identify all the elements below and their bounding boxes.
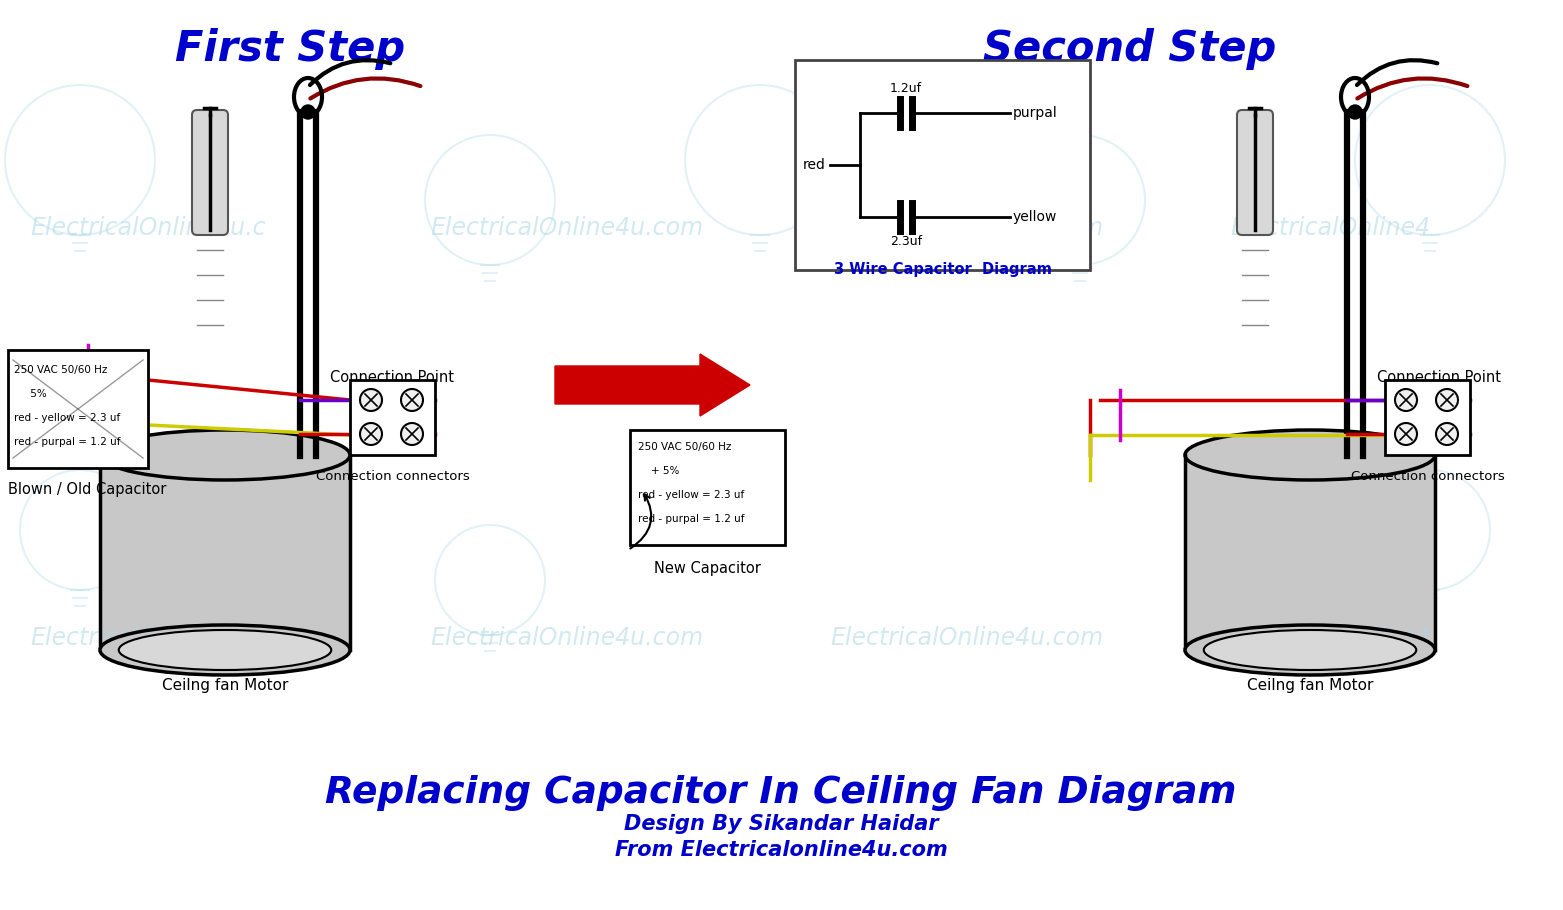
Text: red - yellow = 2.3 uf: red - yellow = 2.3 uf	[638, 490, 744, 500]
Text: ElectricalOnline4u.com: ElectricalOnline4u.com	[830, 626, 1103, 650]
Text: 1.2uf: 1.2uf	[889, 82, 922, 95]
FancyBboxPatch shape	[350, 380, 435, 455]
Text: Blown / Old Capacitor: Blown / Old Capacitor	[8, 482, 166, 497]
FancyBboxPatch shape	[796, 60, 1089, 270]
Ellipse shape	[1185, 430, 1435, 480]
Circle shape	[1436, 423, 1458, 445]
FancyBboxPatch shape	[192, 110, 228, 235]
Text: Second Step: Second Step	[983, 28, 1277, 70]
Bar	[630, 430, 785, 545]
Text: red - purpal = 1.2 uf: red - purpal = 1.2 uf	[14, 437, 120, 447]
Text: Design By Sikandar Haidar: Design By Sikandar Haidar	[624, 814, 938, 834]
Text: Replacing Capacitor In Ceiling Fan Diagram: Replacing Capacitor In Ceiling Fan Diagr…	[325, 775, 1236, 811]
Text: red - purpal = 1.2 uf: red - purpal = 1.2 uf	[638, 514, 744, 524]
Text: 3 Wire Capacitor  Diagram: 3 Wire Capacitor Diagram	[833, 262, 1052, 277]
Ellipse shape	[100, 430, 350, 480]
Text: ElectricalOnline4u.com: ElectricalOnline4u.com	[430, 626, 703, 650]
Text: Ceilng fan Motor: Ceilng fan Motor	[1247, 678, 1374, 693]
Text: Connection connectors: Connection connectors	[316, 470, 469, 483]
Bar	[8, 350, 148, 468]
Ellipse shape	[1185, 625, 1435, 675]
Text: Connection Point: Connection Point	[330, 370, 453, 386]
Text: Connection Point: Connection Point	[1377, 370, 1500, 386]
Text: 250 VAC 50/60 Hz: 250 VAC 50/60 Hz	[638, 442, 731, 452]
FancyBboxPatch shape	[1236, 110, 1272, 235]
Text: ElectricalOnline4: ElectricalOnline4	[1230, 216, 1430, 240]
Text: ElectricalOnline4u.com: ElectricalOnline4u.com	[30, 626, 303, 650]
Ellipse shape	[1204, 630, 1416, 670]
Text: ElectricalOnline4u.c: ElectricalOnline4u.c	[30, 216, 266, 240]
Text: ElectricalOnline4u.com: ElectricalOnline4u.com	[830, 216, 1103, 240]
Text: 250 VAC 50/60 Hz: 250 VAC 50/60 Hz	[14, 365, 108, 375]
Text: red: red	[803, 158, 825, 172]
Text: Ceilng fan Motor: Ceilng fan Motor	[163, 678, 288, 693]
Circle shape	[1347, 105, 1361, 119]
Text: New Capacitor: New Capacitor	[653, 561, 761, 576]
Text: yellow: yellow	[1013, 210, 1058, 224]
Text: 2.3uf: 2.3uf	[889, 235, 922, 248]
Text: Connection connectors: Connection connectors	[1350, 470, 1504, 483]
Circle shape	[1436, 389, 1458, 411]
Text: From Electricalonline4u.com: From Electricalonline4u.com	[614, 840, 947, 860]
Ellipse shape	[100, 625, 350, 675]
Text: purpal: purpal	[1013, 106, 1058, 120]
Circle shape	[1396, 389, 1418, 411]
Text: ElectricalOnline4: ElectricalOnline4	[1230, 626, 1430, 650]
Text: ElectricalOnline4u.com: ElectricalOnline4u.com	[430, 216, 703, 240]
Circle shape	[402, 423, 424, 445]
Circle shape	[1396, 423, 1418, 445]
FancyArrow shape	[555, 354, 750, 416]
Circle shape	[402, 389, 424, 411]
Text: red - yellow = 2.3 uf: red - yellow = 2.3 uf	[14, 413, 120, 423]
Text: First Step: First Step	[175, 28, 405, 70]
Text: 5%: 5%	[14, 389, 47, 399]
Circle shape	[359, 389, 381, 411]
Circle shape	[359, 423, 381, 445]
Ellipse shape	[119, 630, 331, 670]
Text: + 5%: + 5%	[638, 466, 680, 476]
Circle shape	[302, 105, 316, 119]
FancyBboxPatch shape	[1385, 380, 1469, 455]
